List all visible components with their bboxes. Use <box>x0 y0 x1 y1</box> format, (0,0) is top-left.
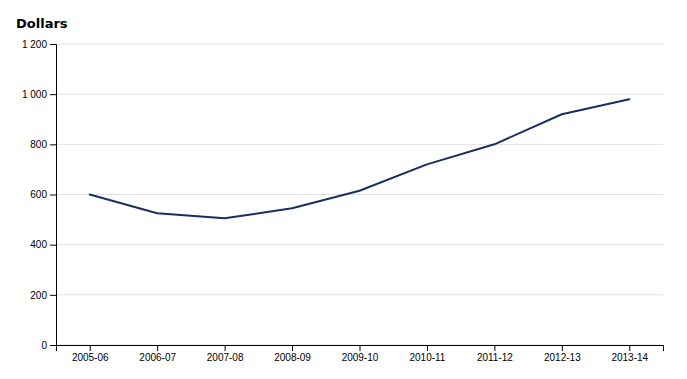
grid-line <box>56 194 663 195</box>
tick: 800 <box>30 139 56 150</box>
tick-label: 2010-11 <box>409 352 445 363</box>
tick-mark <box>629 345 630 351</box>
tick: 0 <box>41 340 56 351</box>
tick-label: 2011-12 <box>477 352 513 363</box>
grid-line <box>56 144 663 145</box>
tick: 1 000 <box>22 89 56 100</box>
tick: 2012-13 <box>544 345 581 363</box>
y-axis: 0 200 400 600 800 1 000 1 200 <box>22 39 57 351</box>
tick-label: 800 <box>30 139 47 150</box>
tick: 200 <box>30 290 56 301</box>
tick-label: 2009-10 <box>342 352 379 363</box>
tick-label: 1 200 <box>22 39 47 50</box>
tick-mark <box>50 195 56 196</box>
tick-mark <box>494 345 495 351</box>
plot: 02004006008001 0001 2002005-062006-07200… <box>22 39 664 363</box>
tick-mark <box>50 345 56 346</box>
x-axis: 2005-06 2006-07 2007-08 2008-09 2009-10 2010-… <box>57 345 664 363</box>
tick-mark <box>50 245 56 246</box>
tick: 2008-09 <box>274 345 311 363</box>
grid <box>56 44 663 345</box>
axis-title: Dollars <box>16 16 68 31</box>
tick-mark <box>157 345 158 351</box>
tick-mark <box>360 345 361 351</box>
tick-mark <box>225 345 226 351</box>
tick: 2010-11 <box>409 345 445 363</box>
tick-mark <box>50 44 56 45</box>
tick: 2011-12 <box>477 345 513 363</box>
tick: 600 <box>30 189 56 200</box>
chart: 02004006008001 0001 2002005-062006-07200… <box>0 0 687 379</box>
tick-mark <box>50 295 56 296</box>
grid-line <box>56 94 663 95</box>
tick-label: 600 <box>30 189 47 200</box>
grid-line <box>56 244 663 245</box>
tick: 2005-06 <box>72 345 109 363</box>
grid-line <box>56 44 663 45</box>
tick-mark <box>292 345 293 351</box>
tick-label: 2007-08 <box>207 352 244 363</box>
tick-label: 2013-14 <box>611 352 648 363</box>
tick: 1 200 <box>22 39 56 50</box>
tick-mark <box>90 345 91 351</box>
tick-label: 2008-09 <box>274 352 311 363</box>
tick-label: 200 <box>30 290 47 301</box>
tick-label: 2005-06 <box>72 352 109 363</box>
tick: 400 <box>30 239 56 250</box>
tick-mark <box>562 345 563 351</box>
marks <box>90 99 630 218</box>
tick-mark <box>50 144 56 145</box>
axis-line <box>57 346 664 352</box>
line <box>90 99 630 218</box>
tick: 2007-08 <box>207 345 244 363</box>
grid-line <box>56 294 663 295</box>
tick-label: 2006-07 <box>139 352 176 363</box>
tick-label: 1 000 <box>22 89 47 100</box>
tick-label: 0 <box>41 340 47 351</box>
tick: 2013-14 <box>611 345 648 363</box>
tick: 2009-10 <box>342 345 379 363</box>
tick-label: 400 <box>30 239 47 250</box>
tick: 2006-07 <box>139 345 176 363</box>
tick-mark <box>427 345 428 351</box>
tick-mark <box>50 94 56 95</box>
tick-label: 2012-13 <box>544 352 581 363</box>
axis-line <box>50 45 57 346</box>
